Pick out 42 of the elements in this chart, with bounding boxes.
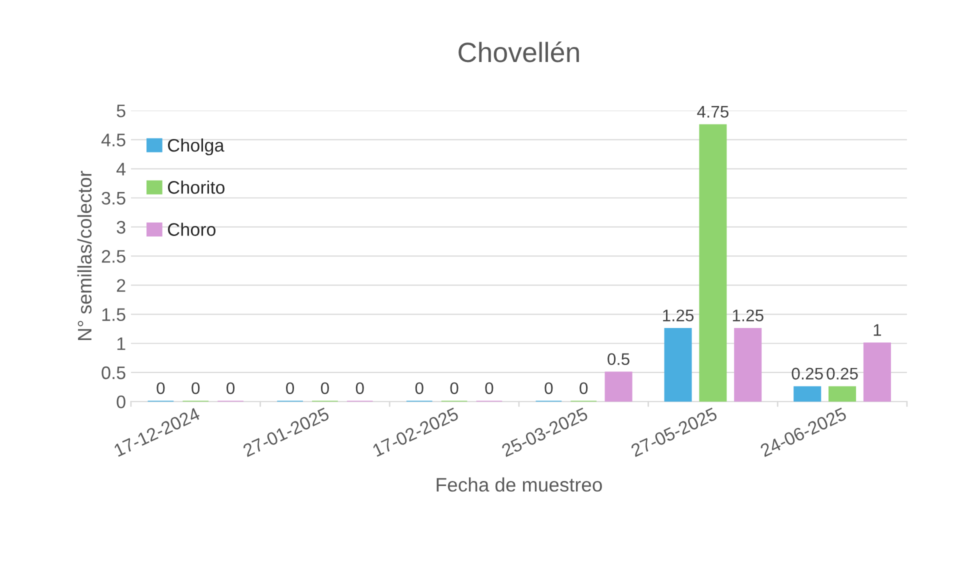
bar [664,328,692,402]
bar [734,328,762,402]
y-tick-label: 0 [116,396,126,408]
data-label: 0 [226,382,235,394]
data-label: 0 [320,382,329,394]
y-tick-label: 1 [117,338,126,350]
y-tick-label: 3 [116,220,126,234]
y-tick-label: 1.5 [102,308,126,321]
data-label: 1.25 [732,310,764,322]
data-label: 1 [874,324,882,336]
data-label: 1.25 [663,310,694,322]
legend-label: Choro [168,222,216,236]
y-tick-label: 0.5 [102,366,126,380]
bar [604,372,632,402]
y-tick-label: 2.5 [102,250,126,263]
x-axis-title: Fecha de muestreo [436,477,602,492]
y-tick-label: 4 [116,162,126,176]
data-label: 0 [192,382,200,394]
data-label: 0.25 [826,368,858,380]
data-label: 0 [286,382,294,394]
bar [828,386,856,402]
bar [794,386,822,402]
y-tick-label: 5 [116,104,126,118]
legend-label: Chorito [168,180,225,194]
data-label: 0 [485,382,494,394]
y-tick-label: 2 [116,279,126,292]
data-label: 0 [415,382,424,394]
data-label: 0 [450,382,458,394]
data-label: 0.5 [608,353,630,366]
y-axis-title: N° semillas/colector [77,170,92,340]
bar [699,124,727,402]
data-label: 0 [356,382,364,394]
y-tick-label: 4.5 [101,134,126,146]
chart-title: Chovellén [458,42,579,62]
data-label: 0 [580,382,588,394]
legend-label: Cholga [168,138,224,156]
bar [863,342,891,402]
data-label: 0 [156,382,165,394]
data-label: 0.25 [792,368,823,380]
data-label: 4.75 [697,106,728,118]
y-tick-label: 3.5 [102,192,126,205]
data-label: 0 [544,382,553,394]
